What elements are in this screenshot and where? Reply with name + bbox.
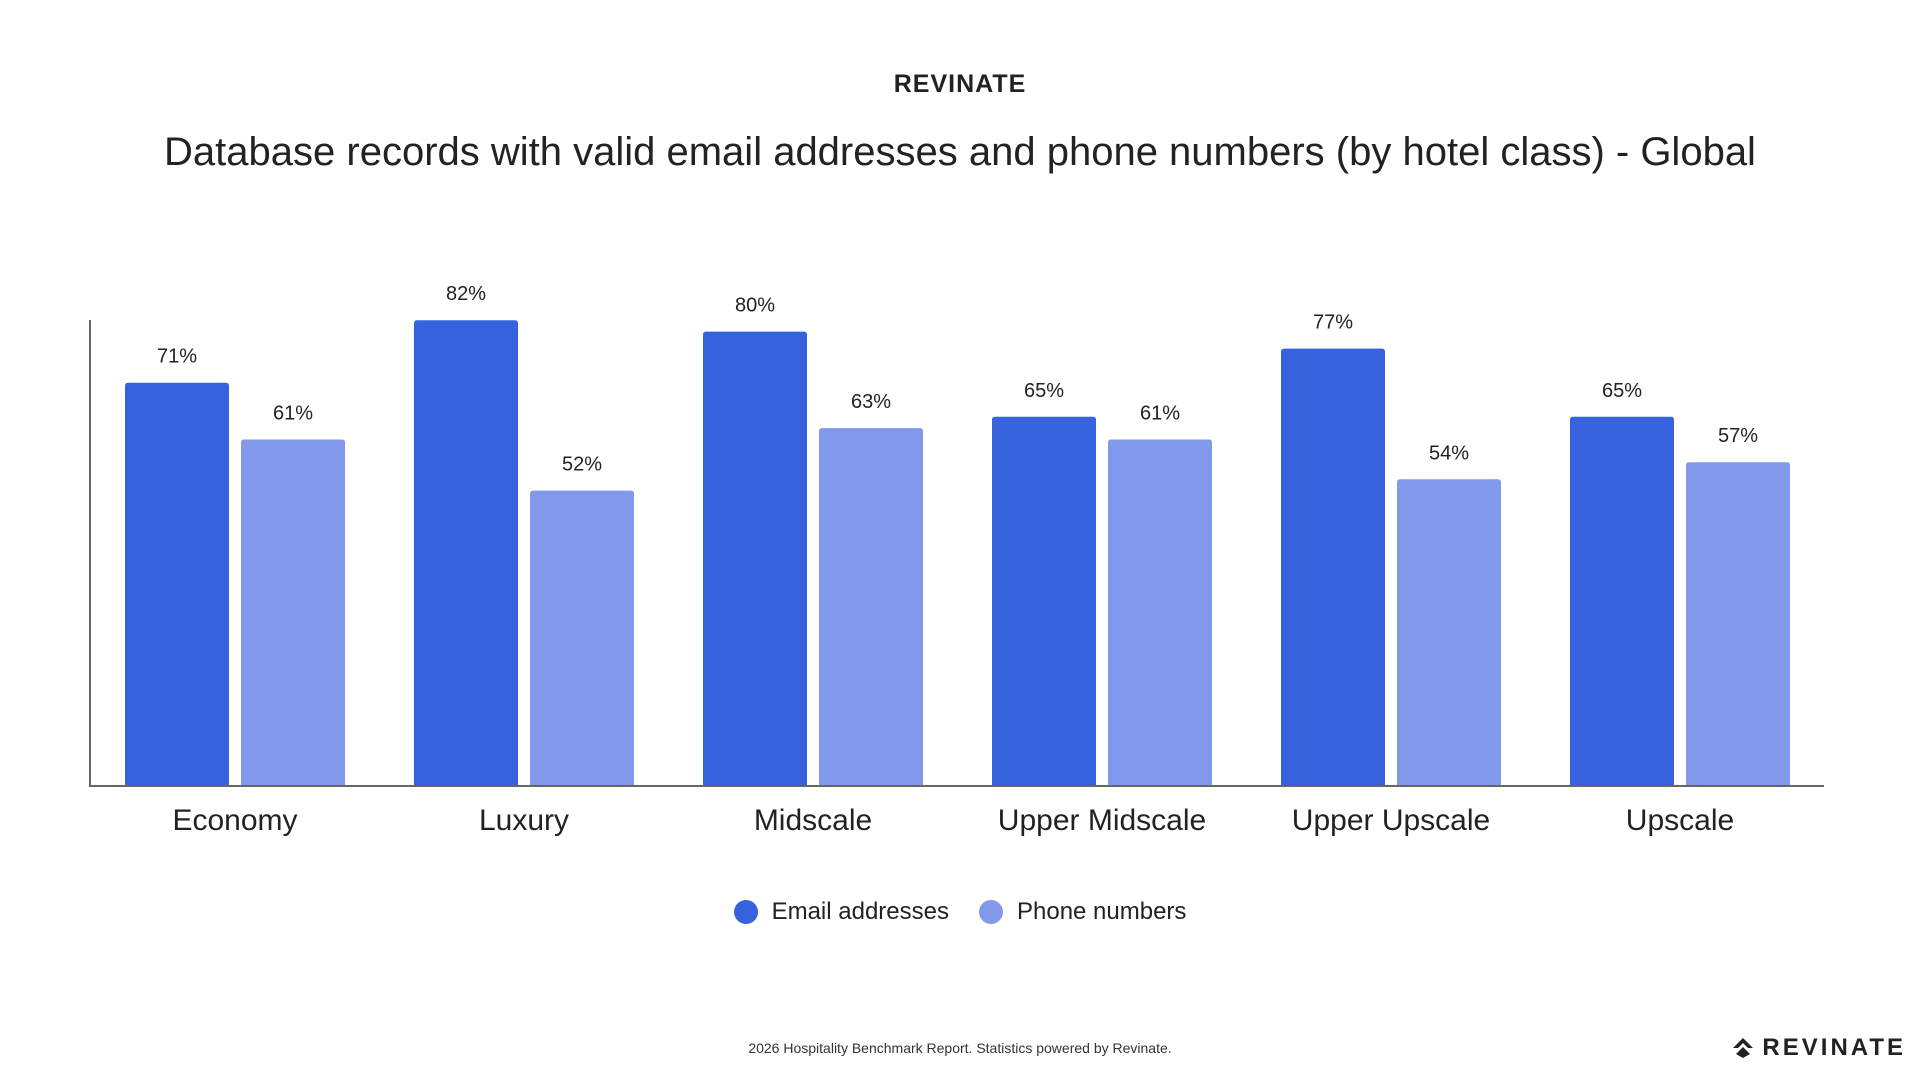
bars-group [125, 320, 1790, 786]
legend-label-email: Email addresses [771, 898, 949, 925]
bar-email-upper-upscale [1281, 348, 1385, 786]
x-tick-label: Upper Midscale [998, 804, 1206, 837]
revinate-logo-icon [1733, 1038, 1754, 1058]
x-tick-label: Economy [172, 804, 297, 837]
brand-header: REVINATE [893, 70, 1027, 98]
bar-email-upscale [1570, 416, 1674, 786]
x-tick-label: Upscale [1626, 804, 1734, 837]
bar-email-luxury [414, 320, 518, 786]
bar-phone-upper-upscale [1397, 479, 1501, 786]
legend-swatch-email [733, 900, 758, 924]
bar-phone-upper-midscale [1108, 439, 1212, 786]
value-label-email-economy: 71% [157, 346, 197, 368]
legend-item-phone[interactable]: Phone numbers [978, 898, 1187, 926]
legend: Email addresses Phone numbers [0, 898, 1920, 926]
value-label-email-midscale: 80% [735, 295, 775, 317]
legend-item-email[interactable]: Email addresses [733, 898, 949, 926]
logo-text: REVINATE [1762, 1034, 1906, 1061]
x-tick-label: Upper Upscale [1292, 804, 1490, 837]
bar-phone-economy [241, 439, 345, 786]
value-label-email-upper-midscale: 65% [1024, 380, 1064, 402]
bar-email-upper-midscale [992, 416, 1096, 786]
legend-swatch-phone [978, 900, 1003, 924]
value-label-email-luxury: 82% [446, 283, 486, 305]
value-label-email-upscale: 65% [1602, 380, 1642, 402]
bar-phone-luxury [530, 490, 634, 786]
bar-email-midscale [703, 331, 807, 786]
value-label-phone-upper-upscale: 54% [1429, 442, 1469, 464]
value-label-phone-midscale: 63% [851, 391, 891, 413]
x-tick-label: Luxury [479, 804, 569, 837]
bar-phone-upscale [1686, 462, 1790, 786]
value-label-phone-economy: 61% [273, 403, 313, 425]
value-label-phone-upper-midscale: 61% [1140, 403, 1180, 425]
value-label-phone-upscale: 57% [1718, 425, 1758, 447]
value-label-email-upper-upscale: 77% [1313, 312, 1353, 334]
x-tick-labels-group: Economy Luxury Midscale Upper Midscale Upper… [172, 804, 1734, 837]
bar-email-economy [125, 382, 229, 786]
chart-title: Database records with valid email addres… [164, 130, 1756, 174]
bar-phone-midscale [819, 428, 923, 786]
value-labels-group: 71% 61% 82% 52% 80% 63% 65% 61% 77% 54% 65% 57% [157, 283, 1758, 475]
legend-label-phone: Phone numbers [1016, 898, 1187, 925]
value-label-phone-luxury: 52% [562, 454, 602, 476]
footer-note: 2026 Hospitality Benchmark Report. Stati… [748, 1040, 1172, 1056]
revinate-logo: REVINATE [1732, 1034, 1906, 1062]
x-tick-label: Midscale [754, 804, 872, 837]
